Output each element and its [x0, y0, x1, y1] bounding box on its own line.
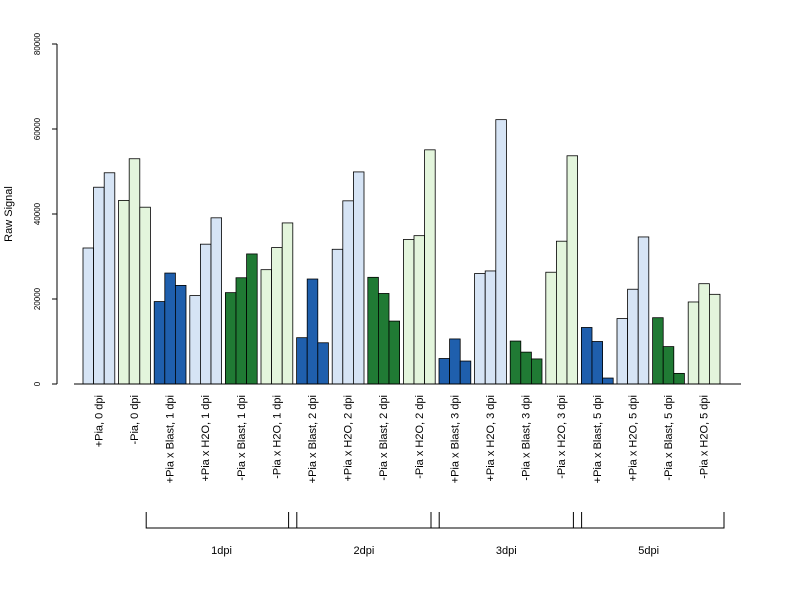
bars-layer: [82, 119, 721, 385]
bar: [128, 158, 141, 385]
category-labels: +Pia, 0 dpi -Pia, 0 dpi +Pia x Blast, 1 dp…: [93, 395, 710, 483]
bar: [199, 243, 212, 385]
bar: [520, 351, 532, 385]
bar: [495, 119, 507, 385]
bar: [545, 271, 557, 385]
bar: [174, 284, 187, 385]
group-bracket: [572, 512, 725, 529]
bar: [652, 317, 664, 385]
bar: [139, 206, 151, 385]
bar: [509, 340, 522, 385]
bar: [235, 277, 248, 385]
bar: [449, 338, 461, 385]
bar: [103, 172, 116, 385]
bar: [224, 292, 237, 385]
bar: [662, 346, 675, 385]
group-bracket: [430, 512, 583, 529]
category-label: +Pia x H2O, 1 dpi: [200, 395, 212, 482]
bar: [627, 288, 639, 385]
bar: [484, 270, 497, 385]
bar: [698, 283, 710, 385]
bar: [438, 358, 451, 385]
bar: [687, 301, 700, 385]
bar: [281, 222, 294, 385]
bar: [556, 240, 568, 385]
category-label: -Pia x H2O, 3 dpi: [556, 395, 568, 479]
category-label: -Pia, 0 dpi: [129, 395, 141, 445]
bar: [459, 360, 472, 385]
category-label: +Pia, 0 dpi: [93, 395, 105, 447]
category-label: +Pia x H2O, 5 dpi: [627, 395, 639, 482]
y-tick-label: 0: [33, 381, 42, 386]
category-label: +Pia x H2O, 3 dpi: [485, 395, 497, 482]
bar: [296, 337, 308, 385]
category-label: -Pia x H2O, 1 dpi: [271, 395, 283, 479]
bar: [271, 247, 283, 385]
bar: [367, 276, 379, 385]
y-tick-label: 60000: [33, 117, 42, 140]
category-label: +Pia x H2O, 2 dpi: [343, 395, 355, 482]
category-label: -Pia x H2O, 2 dpi: [414, 395, 426, 479]
bar: [352, 171, 365, 385]
y-tick-label: 40000: [33, 202, 42, 225]
bar: [566, 155, 579, 385]
bar: [118, 199, 130, 385]
bar: [637, 236, 650, 385]
bar: [413, 235, 426, 385]
bar: [377, 293, 390, 385]
bar: [260, 269, 273, 385]
category-label: +Pia x Blast, 2 dpi: [307, 395, 319, 483]
bar: [210, 217, 223, 385]
bar: [82, 247, 95, 385]
bar: [709, 293, 721, 385]
bar: [153, 301, 166, 385]
bar: [306, 278, 319, 385]
category-label: -Pia x H2O, 5 dpi: [699, 395, 711, 479]
group-brackets: 1dpi 2dpi 3dpi 5dpi: [145, 512, 725, 557]
bar: [93, 186, 105, 385]
bar: [331, 248, 344, 385]
category-label: +Pia x Blast, 1 dpi: [165, 395, 177, 483]
group-bracket: [145, 512, 298, 529]
category-label: -Pia x Blast, 5 dpi: [663, 395, 675, 481]
category-label: +Pia x Blast, 5 dpi: [592, 395, 604, 483]
bar: [591, 341, 604, 385]
bar: [673, 372, 685, 385]
y-axis-label: Raw Signal: [3, 186, 15, 242]
bar: [424, 149, 436, 385]
bar: [531, 358, 543, 385]
bar: [342, 200, 354, 385]
bar: [246, 253, 258, 385]
y-tick-label: 20000: [33, 287, 42, 310]
category-label: -Pia x Blast, 3 dpi: [521, 395, 533, 481]
bar: [474, 273, 486, 385]
bar: [602, 377, 614, 385]
category-label: -Pia x Blast, 1 dpi: [236, 395, 248, 481]
category-label: +Pia x Blast, 3 dpi: [449, 395, 461, 483]
bar: [581, 327, 593, 385]
bar: [402, 239, 415, 385]
bar: [388, 320, 401, 385]
y-axis: 0 20000 40000 60000 80000: [33, 32, 58, 386]
category-label: -Pia x Blast, 2 dpi: [378, 395, 390, 481]
y-tick-label: 80000: [33, 32, 42, 55]
group-label: 3dpi: [496, 545, 517, 557]
group-label: 1dpi: [211, 545, 232, 557]
bar: [189, 295, 201, 385]
bar: [164, 272, 176, 385]
bar: [317, 342, 329, 385]
group-label: 2dpi: [354, 545, 375, 557]
bar: [616, 318, 629, 385]
group-label: 5dpi: [638, 545, 659, 557]
group-bracket: [288, 512, 440, 529]
